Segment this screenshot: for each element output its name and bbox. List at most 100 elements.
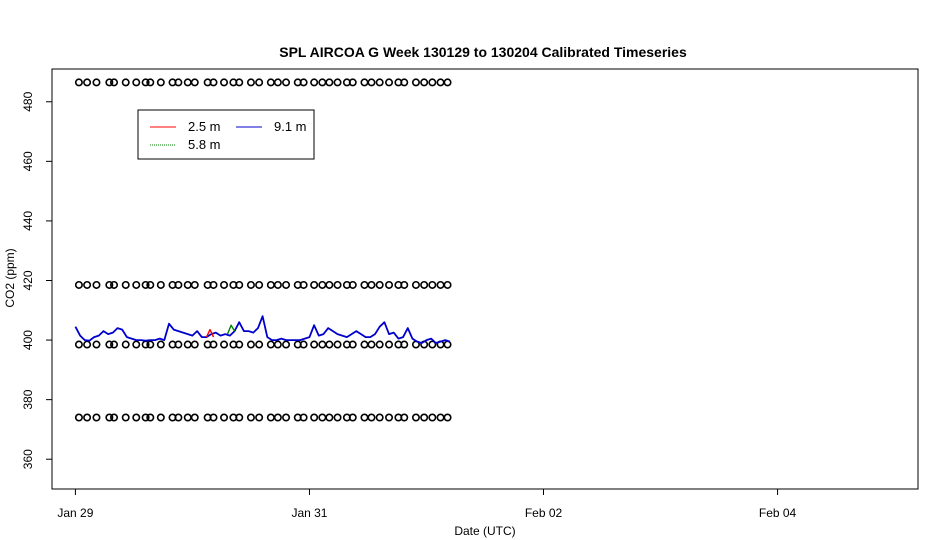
x-tick-label: Jan 29: [57, 506, 93, 520]
marker-point: [105, 340, 114, 349]
marker-point: [266, 340, 275, 349]
y-tick-label: 440: [21, 211, 35, 231]
marker-point: [183, 78, 192, 87]
marker-point: [385, 78, 394, 87]
marker-point: [333, 280, 342, 289]
marker-point: [428, 413, 437, 422]
marker-point: [146, 340, 155, 349]
marker-point: [400, 340, 409, 349]
marker-point: [348, 78, 357, 87]
marker-point: [183, 413, 192, 422]
marker-point: [367, 340, 376, 349]
marker-point: [146, 413, 155, 422]
marker-point: [110, 340, 119, 349]
marker-point: [190, 280, 199, 289]
chart-title: SPL AIRCOA G Week 130129 to 130204 Calib…: [279, 44, 687, 60]
marker-point: [282, 280, 291, 289]
marker-point: [318, 78, 327, 87]
marker-point: [74, 340, 83, 349]
marker-point: [132, 340, 141, 349]
marker-point: [209, 340, 218, 349]
marker-point: [209, 78, 218, 87]
marker-point: [255, 413, 264, 422]
marker-point: [428, 280, 437, 289]
marker-point: [367, 78, 376, 87]
marker-point: [190, 340, 199, 349]
marker-point: [385, 340, 394, 349]
marker-point: [121, 78, 130, 87]
marker-point: [411, 78, 420, 87]
marker-point: [282, 78, 291, 87]
marker-point: [299, 413, 308, 422]
x-axis-label: Date (UTC): [454, 524, 515, 538]
marker-point: [310, 413, 319, 422]
marker-point: [121, 340, 130, 349]
marker-point: [255, 340, 264, 349]
marker-point: [443, 413, 452, 422]
marker-point: [428, 78, 437, 87]
x-tick-label: Jan 31: [291, 506, 327, 520]
marker-point: [174, 413, 183, 422]
marker-point: [367, 413, 376, 422]
marker-point: [132, 413, 141, 422]
marker-point: [74, 280, 83, 289]
marker-point: [318, 280, 327, 289]
marker-point: [121, 280, 130, 289]
marker-layer: [74, 78, 452, 422]
marker-point: [105, 78, 114, 87]
legend-label-2-5m: 2.5 m: [188, 119, 221, 134]
marker-point: [156, 78, 165, 87]
marker-point: [132, 78, 141, 87]
marker-point: [156, 413, 165, 422]
legend-label-9-1m: 9.1 m: [274, 119, 307, 134]
marker-point: [443, 340, 452, 349]
marker-point: [282, 413, 291, 422]
marker-point: [183, 340, 192, 349]
x-tick-label: Feb 04: [759, 506, 797, 520]
marker-point: [235, 280, 244, 289]
marker-point: [266, 78, 275, 87]
marker-point: [121, 413, 130, 422]
marker-point: [411, 280, 420, 289]
x-tick-label: Feb 02: [525, 506, 563, 520]
marker-point: [360, 280, 369, 289]
marker-point: [83, 413, 92, 422]
marker-point: [333, 340, 342, 349]
marker-point: [400, 413, 409, 422]
marker-point: [220, 340, 229, 349]
marker-point: [411, 413, 420, 422]
marker-point: [436, 78, 445, 87]
marker-point: [299, 78, 308, 87]
marker-point: [246, 280, 255, 289]
marker-point: [428, 340, 437, 349]
marker-point: [190, 413, 199, 422]
y-axis-label: CO2 (ppm): [3, 248, 17, 307]
marker-point: [375, 340, 384, 349]
marker-point: [282, 340, 291, 349]
marker-point: [156, 280, 165, 289]
marker-point: [83, 340, 92, 349]
marker-point: [174, 340, 183, 349]
marker-point: [375, 78, 384, 87]
marker-point: [92, 78, 101, 87]
marker-point: [273, 340, 282, 349]
y-tick-label: 420: [21, 270, 35, 290]
y-tick-label: 360: [21, 449, 35, 469]
marker-point: [385, 280, 394, 289]
marker-point: [318, 340, 327, 349]
marker-point: [443, 280, 452, 289]
y-tick-label: 480: [21, 91, 35, 111]
x-axis: Jan 29 Jan 31 Feb 02 Feb 04: [57, 488, 797, 520]
marker-point: [436, 280, 445, 289]
marker-point: [92, 413, 101, 422]
marker-point: [74, 413, 83, 422]
legend: 2.5 m 9.1 m 5.8 m: [137, 109, 315, 160]
marker-point: [310, 340, 319, 349]
marker-point: [183, 280, 192, 289]
marker-point: [367, 280, 376, 289]
marker-point: [400, 280, 409, 289]
series-line-2-5-m: [205, 328, 215, 338]
marker-point: [190, 78, 199, 87]
marker-point: [420, 280, 429, 289]
marker-point: [132, 280, 141, 289]
